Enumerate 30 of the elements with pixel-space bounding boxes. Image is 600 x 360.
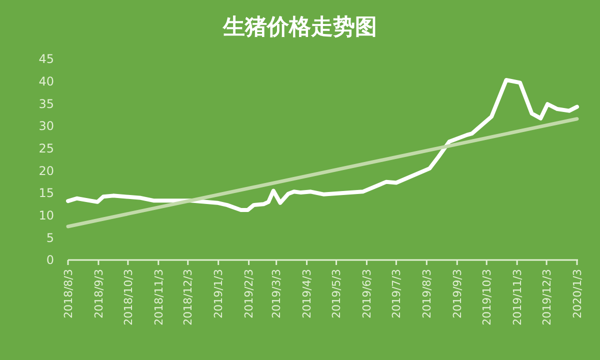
y-tick-label: 10 [38, 208, 54, 223]
y-tick-label: 15 [38, 186, 54, 200]
y-tick-label: 45 [38, 52, 54, 66]
x-tick-label: 2018/10/3 [122, 269, 135, 326]
x-tick-label: 2019/10/3 [480, 269, 494, 326]
x-tick-label: 2019/5/3 [330, 269, 344, 318]
y-tick-label: 30 [38, 119, 54, 134]
x-tick-label: 2019/1/3 [212, 269, 226, 318]
x-tick-label: 2019/7/3 [390, 269, 404, 318]
y-tick-label: 40 [38, 74, 54, 89]
y-tick-label: 35 [38, 96, 54, 111]
x-tick-label: 2018/11/3 [152, 269, 166, 326]
x-tick-label: 2019/12/3 [540, 269, 554, 326]
y-tick-label: 20 [38, 164, 54, 178]
x-tick-label: 2019/2/3 [242, 269, 256, 318]
x-tick-label: 2018/12/3 [182, 269, 195, 326]
y-tick-label: 25 [38, 142, 54, 156]
x-tick-label: 2018/9/3 [92, 269, 106, 318]
line-series [66, 78, 580, 212]
x-tick-label: 2020/1/3 [570, 269, 584, 318]
x-tick-label: 2019/4/3 [300, 269, 314, 318]
x-tick-label: 2019/8/3 [420, 269, 434, 318]
x-tick-label: 2019/6/3 [360, 269, 374, 318]
x-tick-label: 2019/3/3 [270, 269, 284, 318]
x-tick-label: 2019/11/3 [510, 269, 524, 326]
x-tick-label: 2018/8/3 [62, 269, 75, 318]
y-tick-label: 5 [46, 230, 54, 245]
chart-title: 生猪价格走势图 [222, 14, 377, 40]
y-tick-label: 0 [46, 253, 54, 268]
x-tick-label: 2019/9/3 [450, 269, 464, 318]
